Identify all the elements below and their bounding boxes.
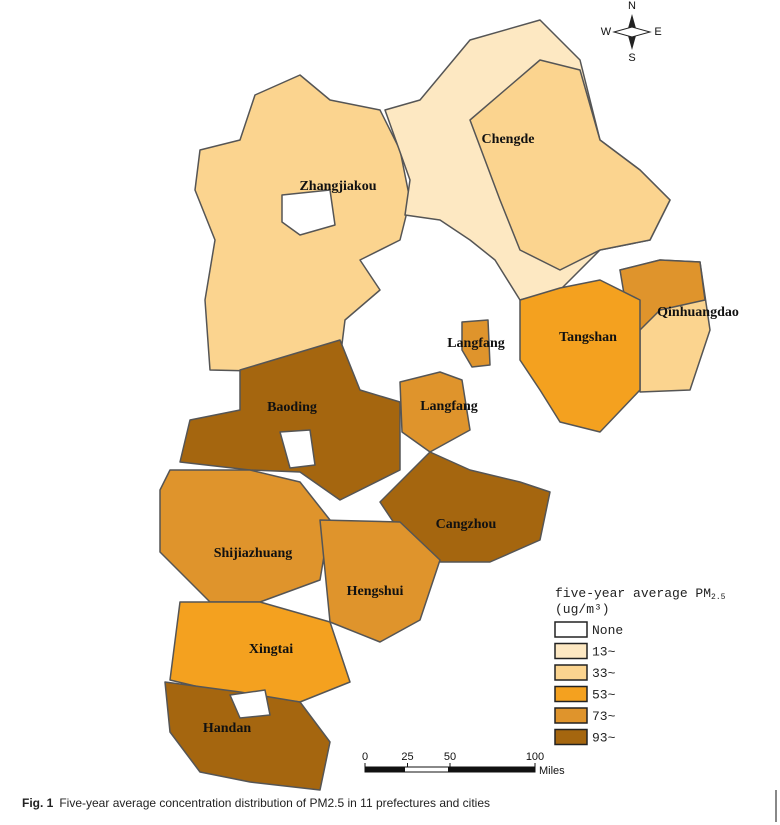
region-cangzhou	[379, 451, 551, 563]
region-label: Cangzhou	[436, 517, 497, 532]
legend-label: None	[592, 623, 623, 638]
legend-label: 53~	[592, 688, 616, 703]
region-chengde-east	[469, 59, 671, 271]
scale-bar-fill	[365, 767, 405, 772]
legend-swatch	[554, 621, 588, 638]
region-none	[279, 429, 316, 469]
caption-label: Fig. 1	[22, 796, 54, 810]
region-label: Langfang	[447, 336, 505, 351]
region-label: Hengshui	[347, 584, 404, 599]
region-label: Zhangjiakou	[299, 179, 376, 194]
region-label: Xingtai	[249, 642, 293, 657]
region-tangshan	[519, 279, 641, 433]
region-none	[229, 689, 271, 719]
legend-label: 13~	[592, 645, 616, 660]
region-label: Qinhuangdao	[657, 305, 739, 320]
caption: Fig. 1 Five-year average concentration di…	[22, 796, 490, 810]
compass-w: W	[601, 26, 612, 38]
region-label: Chengde	[482, 132, 535, 147]
compass: N S E W	[601, 0, 662, 64]
legend-swatch	[554, 642, 588, 660]
caption-text: Five-year average concentration distribu…	[59, 796, 490, 810]
region-label: Handan	[203, 721, 251, 736]
legend-label: 93~	[592, 731, 616, 746]
region-label: Langfang	[420, 399, 478, 414]
region-label: Tangshan	[559, 330, 617, 345]
region-label: Baoding	[267, 400, 317, 415]
compass-s: S	[628, 52, 635, 64]
region-shijiazhuang	[159, 469, 331, 603]
scale-tick-label: 25	[401, 751, 413, 763]
compass-n: N	[628, 0, 636, 12]
region-none	[281, 189, 336, 236]
region-langfang	[399, 371, 471, 453]
legend-swatch	[554, 728, 588, 746]
scale-tick-label: 0	[362, 751, 368, 763]
scale-tick-label: 50	[444, 751, 456, 763]
region-label: Shijiazhuang	[214, 546, 293, 561]
scale-tick-label: 100	[526, 751, 544, 763]
legend-label: 73~	[592, 709, 616, 724]
legend-title-sub: 2.5	[711, 593, 726, 602]
scale-bar-fill	[448, 767, 535, 772]
legend-title-text: five-year average PM	[555, 586, 711, 601]
region-baoding	[179, 339, 401, 501]
region-xingtai	[169, 601, 351, 703]
legend-unit: (ug/m³)	[555, 602, 610, 617]
region-langfang-north	[461, 319, 491, 368]
legend-label: 33~	[592, 666, 616, 681]
scale-unit: Miles	[539, 765, 565, 777]
legend-swatch	[554, 664, 588, 681]
legend-swatch	[554, 685, 588, 703]
compass-e: E	[654, 26, 661, 38]
legend-title: five-year average PM2.5	[555, 586, 726, 602]
legend-swatch	[554, 707, 588, 724]
